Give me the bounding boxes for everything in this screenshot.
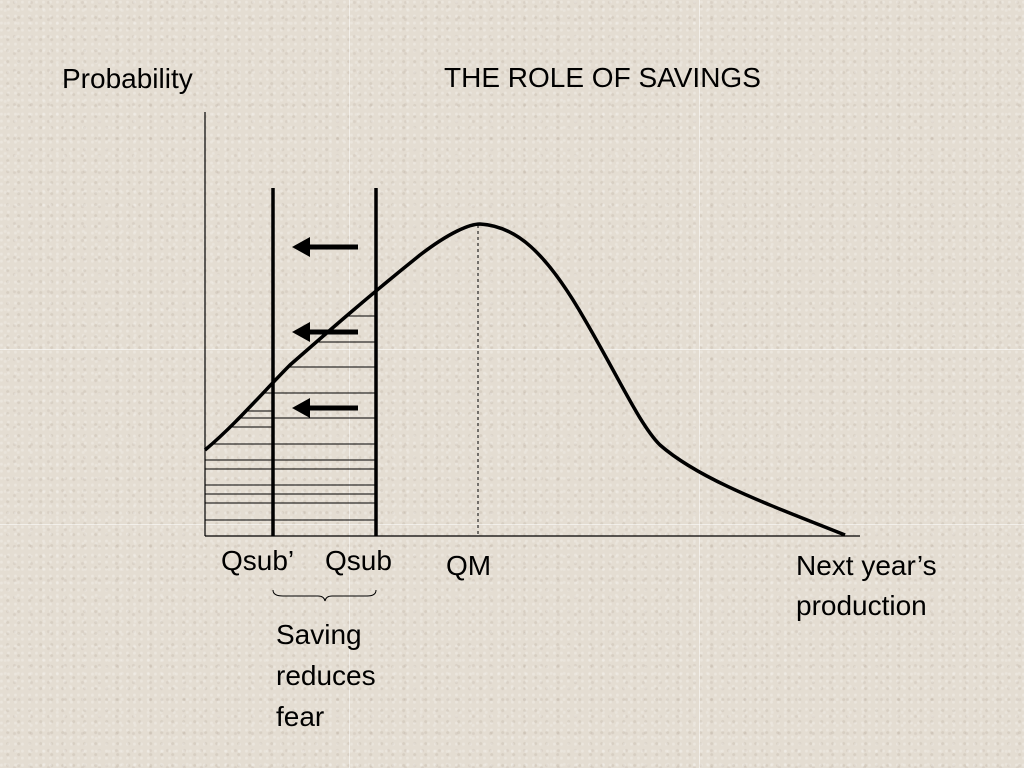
qm-label: QM xyxy=(446,550,492,581)
x-axis-label: Next year’s production xyxy=(796,546,937,626)
left-arrow-icon xyxy=(292,237,358,257)
qsub-label: Qsub xyxy=(325,545,392,576)
annotation-line: reduces xyxy=(276,660,376,691)
y-axis-label: Probability xyxy=(62,63,193,94)
background-tile-seam xyxy=(349,0,350,768)
page-title: THE ROLE OF SAVINGS xyxy=(444,62,761,93)
left-arrow-icon xyxy=(292,398,358,418)
background-tile-seam xyxy=(0,524,1024,525)
qsub-prime-label: Qsub’ xyxy=(221,545,295,576)
range-brace xyxy=(272,589,377,602)
x-axis-label-line: production xyxy=(796,590,927,621)
x-axis-label-line: Next year’s xyxy=(796,550,937,581)
annotation-line: fear xyxy=(276,701,325,732)
probability-curve xyxy=(203,222,846,537)
background-tile-seam xyxy=(0,349,1024,350)
left-arrow-icon xyxy=(292,322,358,342)
annotation-line: Saving xyxy=(276,619,362,650)
saving-annotation: Saving reduces fear xyxy=(276,614,376,737)
shaded-region-hatching xyxy=(205,315,376,521)
background-tile-seam xyxy=(699,0,700,768)
